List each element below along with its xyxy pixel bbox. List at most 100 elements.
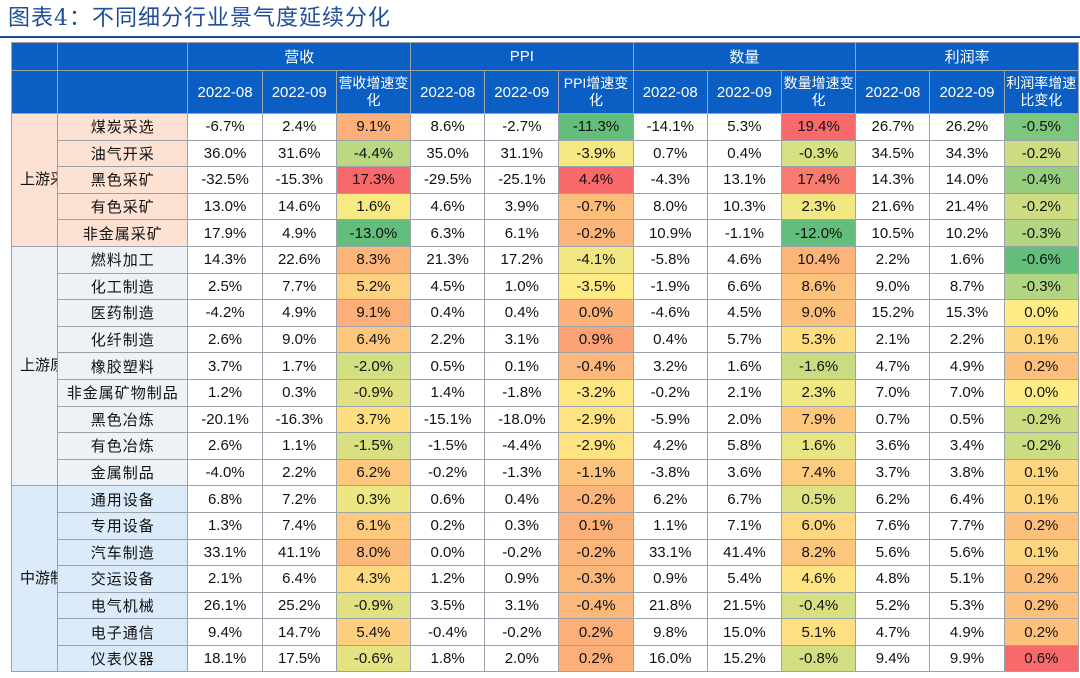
value-cell: 34.3% (929, 139, 1005, 168)
value-cell: 3.8% (929, 458, 1005, 487)
value-cell: 0.5% (410, 352, 486, 380)
change-cell: -0.2% (558, 538, 634, 567)
change-cell: 9.0% (780, 299, 857, 327)
value-cell: 4.6% (410, 192, 486, 221)
header-corner (10, 70, 59, 114)
value-cell: 4.7% (855, 352, 931, 380)
value-cell: -2.7% (484, 113, 560, 141)
value-cell: 3.1% (484, 325, 560, 354)
change-cell: -0.7% (558, 192, 634, 221)
value-cell: 2.6% (187, 325, 263, 354)
value-cell: 5.1% (929, 565, 1005, 593)
change-cell: -0.2% (1003, 432, 1080, 460)
value-cell: 2.2% (261, 458, 337, 487)
industry-name: 有色冶炼 (57, 432, 189, 460)
table-row: 中游制造通用设备6.8%7.2%0.3%0.6%0.4%-0.2%6.2%6.7… (10, 485, 1080, 673)
value-cell: 26.2% (929, 113, 1005, 141)
value-cell: 6.7% (706, 485, 783, 513)
value-cell: 0.5% (929, 405, 1005, 434)
industry-name: 油气开采 (57, 139, 189, 168)
value-cell: 3.9% (484, 192, 560, 221)
value-cell: 18.1% (187, 644, 263, 673)
table-row: 化纤制造 2.6% 9.0% 6.4% 2.2% 3.1% 0.9% 0.4% 5.7% 5.3%… (12, 325, 1080, 354)
table-row: 化工制造 2.5% 7.7% 5.2% 4.5% 1.0% -3.5% -1.9% 6.6% 8.… (12, 272, 1080, 301)
value-cell: 4.9% (929, 618, 1005, 646)
value-cell: 31.1% (484, 139, 560, 168)
value-cell: 2.0% (706, 405, 783, 434)
value-cell: 6.8% (187, 485, 263, 513)
change-cell: 0.0% (558, 299, 634, 327)
change-cell: -0.2% (1003, 405, 1080, 434)
change-cell: 7.4% (780, 458, 857, 487)
value-cell: 6.2% (855, 485, 931, 513)
value-cell: 3.2% (632, 352, 708, 380)
value-cell: 0.4% (632, 325, 708, 354)
value-cell: -4.6% (632, 299, 708, 327)
value-cell: 13.1% (706, 166, 783, 194)
value-cell: 14.3% (855, 166, 931, 194)
change-cell: -3.2% (558, 378, 634, 407)
industry-name: 有色采矿 (57, 192, 189, 221)
value-cell: 13.0% (187, 192, 263, 221)
value-cell: 17.2% (484, 245, 560, 274)
value-cell: 5.8% (706, 432, 783, 460)
value-cell: 6.2% (632, 485, 708, 513)
value-cell: 14.6% (261, 192, 337, 221)
change-cell: -11.3% (558, 113, 634, 141)
value-cell: 3.4% (929, 432, 1005, 460)
change-cell: -12.0% (780, 219, 857, 247)
table-row: 电气机械 26.1% 25.2% -0.9% 3.5% 3.1% -0.4% 21.8% 21.… (12, 591, 1080, 620)
category-cell: 上游原材料 (10, 245, 59, 487)
value-cell: 22.6% (261, 245, 337, 274)
value-cell: 1.7% (261, 352, 337, 380)
change-cell: -0.3% (558, 565, 634, 593)
value-cell: 4.7% (855, 618, 931, 646)
industry-name: 专用设备 (57, 511, 189, 540)
value-cell: 15.2% (855, 299, 931, 327)
value-cell: 3.1% (484, 591, 560, 620)
table-row: 金属制品 -4.0% 2.2% 6.2% -0.2% -1.3% -1.1% -3.8% 3.6… (12, 458, 1080, 487)
value-cell: 1.1% (632, 511, 708, 540)
value-cell: 7.6% (855, 511, 931, 540)
value-cell: 0.4% (410, 299, 486, 327)
value-cell: 1.1% (261, 432, 337, 460)
change-cell: -0.2% (1003, 139, 1080, 168)
industry-name: 黑色冶炼 (57, 405, 189, 434)
header-column: 利润率增速比变化 (1003, 70, 1080, 114)
value-cell: -4.2% (187, 299, 263, 327)
value-cell: 4.5% (706, 299, 783, 327)
change-cell: 4.6% (780, 565, 857, 593)
change-cell: 0.1% (558, 511, 634, 540)
value-cell: 0.2% (410, 511, 486, 540)
header-group-ppi: PPI (410, 42, 634, 71)
change-cell: 19.4% (780, 113, 857, 141)
value-cell: 36.0% (187, 139, 263, 168)
value-cell: -25.1% (484, 166, 560, 194)
change-cell: -2.0% (335, 352, 412, 380)
value-cell: 0.7% (855, 405, 931, 434)
value-cell: 33.1% (187, 538, 263, 567)
industry-name: 橡胶塑料 (57, 352, 189, 380)
value-cell: 0.0% (410, 538, 486, 567)
change-cell: 0.2% (558, 644, 634, 673)
value-cell: -4.3% (632, 166, 708, 194)
value-cell: 7.0% (855, 378, 931, 407)
change-cell: 5.1% (780, 618, 857, 646)
value-cell: 0.7% (632, 139, 708, 168)
change-cell: 0.1% (1003, 325, 1080, 354)
change-cell: 10.4% (780, 245, 857, 274)
header-column: PPI增速变化 (558, 70, 634, 114)
change-cell: 0.0% (1003, 378, 1080, 407)
table-row: 橡胶塑料 3.7% 1.7% -2.0% 0.5% 0.1% -0.4% 3.2% 1.6% -1… (12, 352, 1080, 380)
table-row: 油气开采 36.0% 31.6% -4.4% 35.0% 31.1% -3.9% 0.7% 0.… (12, 139, 1080, 168)
change-cell: 0.2% (1003, 618, 1080, 646)
value-cell: 8.7% (929, 272, 1005, 301)
change-cell: 0.1% (1003, 538, 1080, 567)
change-cell: 1.6% (780, 432, 857, 460)
value-cell: 25.2% (261, 591, 337, 620)
value-cell: 1.2% (187, 378, 263, 407)
value-cell: -20.1% (187, 405, 263, 434)
table-row: 有色冶炼 2.6% 1.1% -1.5% -1.5% -4.4% -2.9% 4.2% 5.8%… (12, 432, 1080, 460)
header-column-row: 2022-08 2022-09 营收增速变化 2022-08 2022-09 PPI增速变… (10, 70, 1080, 114)
change-cell: 8.3% (335, 245, 412, 274)
